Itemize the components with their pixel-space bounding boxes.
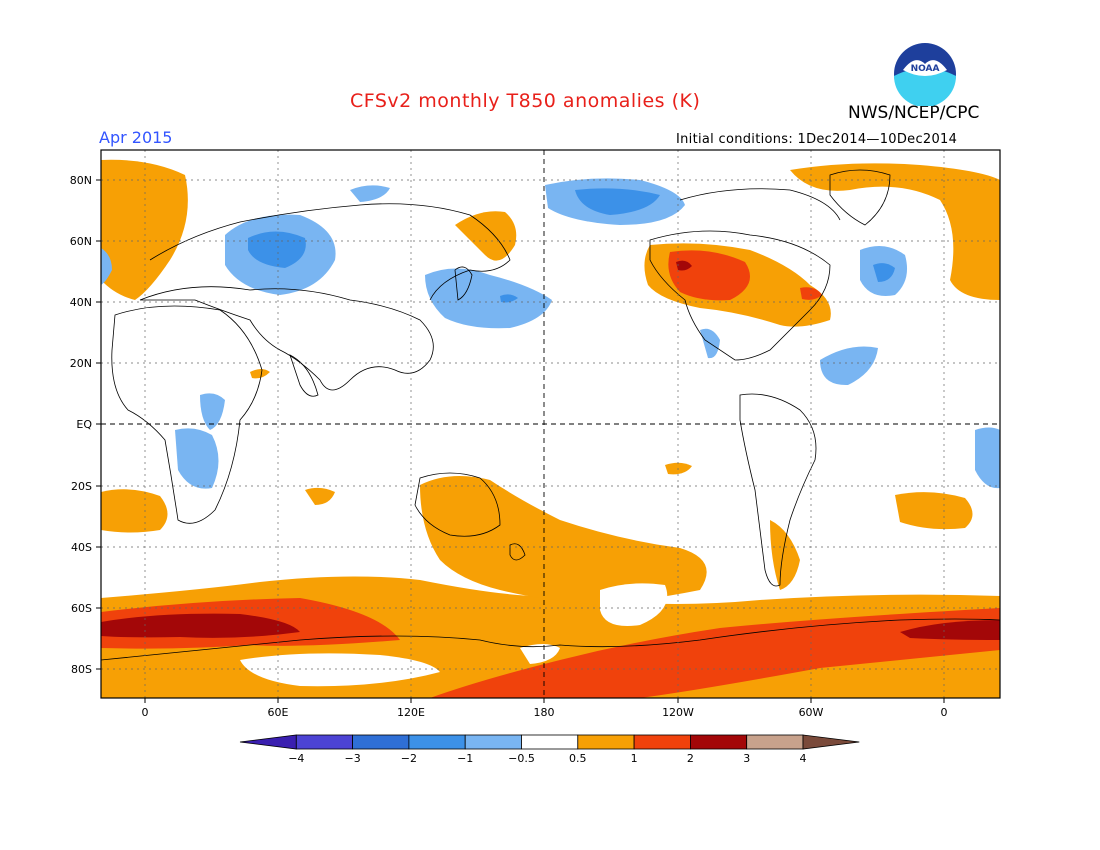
reference-lines (101, 150, 1000, 698)
longitude-labels: 0 60E 120E 180 120W 60W 0 (142, 706, 948, 719)
africa-cold (175, 428, 219, 489)
lon-label: 60W (799, 706, 824, 719)
colorbar-tick-label: −0.5 (508, 752, 535, 765)
south-america-warm (770, 520, 800, 590)
arctic-siberia-cold (350, 185, 390, 202)
colorbar-tick-label: 1 (631, 752, 638, 765)
lat-label: 20N (70, 357, 92, 370)
coastlines (101, 169, 1000, 661)
east-africa-cold (200, 393, 225, 430)
north-pacific-cold (425, 268, 552, 329)
colorbar-tick-label: 2 (687, 752, 694, 765)
lon-label: 120E (397, 706, 425, 719)
arabia-warm (250, 369, 270, 379)
antarctic-neutral-2 (520, 644, 560, 664)
colorbar-tick-label: 0.5 (569, 752, 587, 765)
north-america-very-warm (676, 260, 692, 271)
antarctic-neutral (240, 653, 440, 687)
colorbar-tick-label: 4 (800, 752, 807, 765)
colorbar-bin (577, 734, 635, 750)
logo-text: NOAA (911, 64, 940, 74)
central-pacific-warm (665, 462, 692, 475)
lat-label: 80N (70, 174, 92, 187)
colorbar-tick-label: −1 (457, 752, 473, 765)
colorbar-bin (746, 734, 804, 750)
colorbar-bin (464, 734, 522, 750)
northeast-us-warm (800, 287, 822, 300)
south-atlantic-cold (975, 427, 1000, 489)
lat-label: EQ (76, 418, 92, 431)
agency-label: NWS/NCEP/CPC (848, 103, 980, 123)
southern-strong-warm-pacific (430, 608, 1000, 698)
colorbar-bin (802, 734, 860, 750)
east-asia-warm (455, 211, 517, 261)
lon-label: 0 (142, 706, 149, 719)
southern-very-warm-east (900, 620, 1000, 640)
colorbar-tick-label: −4 (288, 752, 304, 765)
graticule (101, 150, 1000, 698)
colorbar-bin (690, 734, 748, 750)
chart-title: CFSv2 monthly T850 anomalies (K) (350, 90, 701, 112)
arctic-cold-core (575, 188, 660, 215)
colorbar-bin (408, 734, 466, 750)
europe-warm (101, 159, 188, 300)
lon-label: 120W (662, 706, 694, 719)
lat-label: 60S (71, 602, 92, 615)
siberia-cold-core (248, 231, 306, 268)
colorbar-bin (633, 734, 691, 750)
subtropical-atlantic-cold (820, 346, 878, 386)
noaa-logo: NOAA (894, 43, 956, 106)
lon-label: 180 (534, 706, 555, 719)
latitude-labels: 80N 60N 40N 20N EQ 20S 40S 60S 80S (70, 174, 93, 676)
colorbar-tick-label: 3 (743, 752, 750, 765)
colorbar: −4 −3 −2 −1 −0.5 0.5 1 2 3 4 (239, 734, 860, 765)
lat-label: 80S (71, 663, 92, 676)
south-atlantic-warm-west (101, 489, 168, 533)
anomaly-fields (101, 159, 1000, 698)
colorbar-bin (295, 734, 353, 750)
forecast-month: Apr 2015 (99, 128, 173, 147)
atlantic-cold-core (873, 263, 895, 282)
lat-label: 60N (70, 235, 92, 248)
lon-label: 60E (268, 706, 289, 719)
south-pacific-warm (420, 476, 707, 605)
southern-very-warm (101, 613, 300, 638)
colorbar-bin (521, 734, 579, 750)
lat-label: 40S (71, 541, 92, 554)
north-pacific-cold-core (500, 294, 518, 303)
west-atlantic-cold-edge (101, 248, 112, 285)
greenland-warm (790, 163, 1000, 300)
lat-label: 40N (70, 296, 92, 309)
south-pacific-neutral-hole (600, 583, 668, 626)
colorbar-bin (239, 734, 297, 750)
lat-label: 20S (71, 480, 92, 493)
colorbar-tick-label: −2 (401, 752, 417, 765)
south-atlantic-warm-east (895, 492, 973, 530)
colorbar-tick-label: −3 (344, 752, 360, 765)
tick-marks (96, 179, 945, 703)
lon-label: 0 (941, 706, 948, 719)
initial-conditions: Initial conditions: 1Dec2014—10Dec2014 (676, 132, 958, 147)
colorbar-bin (352, 734, 410, 750)
indian-ocean-warm (305, 487, 335, 505)
